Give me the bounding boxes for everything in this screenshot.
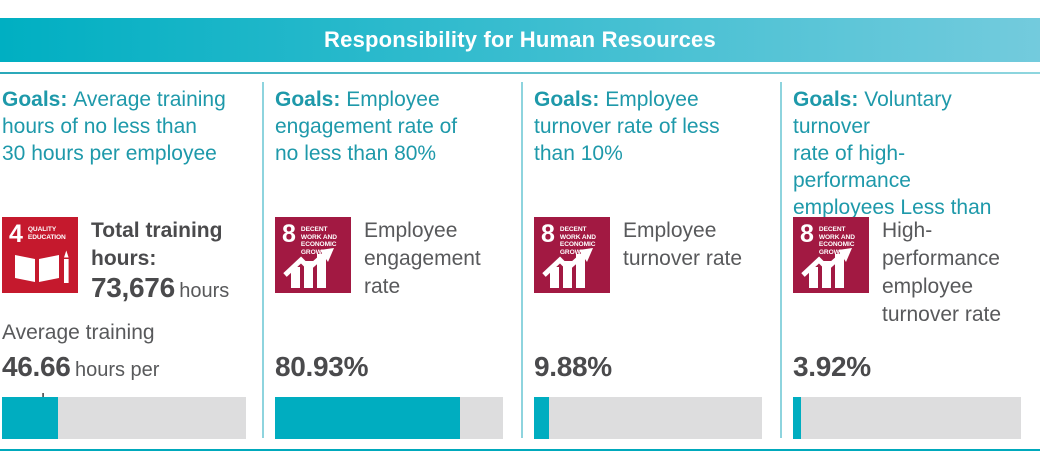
progress-fill bbox=[2, 397, 59, 439]
sdg-number: 8 bbox=[800, 220, 814, 248]
open-book-pencil-icon bbox=[15, 250, 69, 283]
metric-row: 8 DECENT WORK AND ECONOMIC GROWTH High-p… bbox=[793, 217, 1021, 326]
kpi-column-high-performance-turnover: Goals: Voluntary turnover rate of high-pe… bbox=[781, 74, 1040, 439]
metric-caption: Employee engagement rate bbox=[364, 217, 481, 298]
column-divider bbox=[521, 82, 523, 438]
goals-label: Goals: bbox=[534, 88, 600, 111]
metric-line: 73,676 hours bbox=[91, 274, 229, 305]
growth-chart-arrow-icon bbox=[801, 248, 852, 288]
goals-label: Goals: bbox=[275, 88, 341, 111]
section-header: Responsibility for Human Resources bbox=[0, 18, 1040, 62]
kpi-value-line: 9.88% bbox=[534, 352, 762, 382]
sdg-number: 8 bbox=[541, 220, 555, 248]
sdg-icon-header: 8 DECENT WORK AND ECONOMIC GROWTH bbox=[275, 217, 351, 256]
goals-statement: Goals: Voluntary turnover rate of high-pe… bbox=[793, 86, 1021, 246]
kpi-value: 80.93% bbox=[275, 351, 369, 382]
secondary-row: Average training bbox=[2, 293, 246, 352]
progress-track bbox=[793, 397, 1021, 439]
sdg-icon-header: 4 QUALITY EDUCATION bbox=[2, 217, 78, 248]
metric-unit: hours bbox=[179, 280, 230, 302]
sdg-goal-label: QUALITY EDUCATION bbox=[27, 226, 66, 241]
progress-track bbox=[534, 397, 762, 439]
goals-text: Average training hours of no less than 3… bbox=[2, 88, 226, 165]
sdg-8-decent-work-icon: 8 DECENT WORK AND ECONOMIC GROWTH bbox=[534, 217, 610, 293]
goals-label: Goals: bbox=[793, 88, 859, 111]
metric-label: High-performance employee turnover rate bbox=[882, 219, 1002, 326]
growth-chart-arrow-icon bbox=[283, 248, 334, 288]
column-divider bbox=[780, 82, 782, 438]
goals-text: Employee engagement rate of no less than… bbox=[275, 88, 458, 165]
secondary-label: Average training bbox=[2, 321, 155, 344]
kpi-value: 9.88% bbox=[534, 351, 612, 382]
bottom-rule bbox=[0, 449, 1040, 451]
metric-label: Total training hours: bbox=[91, 219, 223, 270]
metric-row: 8 DECENT WORK AND ECONOMIC GROWTH Employ… bbox=[534, 217, 762, 293]
kpi-column-turnover-rate: Goals: Employee turnover rate of less tha… bbox=[522, 74, 781, 439]
kpi-column-training-hours: Goals: Average training hours of no less … bbox=[0, 74, 263, 439]
sdg-8-decent-work-icon: 8 DECENT WORK AND ECONOMIC GROWTH bbox=[275, 217, 351, 293]
goals-statement: Goals: Average training hours of no less … bbox=[2, 86, 246, 217]
goals-statement: Goals: Employee engagement rate of no les… bbox=[275, 86, 503, 217]
metric-value: 73,676 bbox=[91, 272, 175, 303]
metric-caption: Employee turnover rate bbox=[623, 217, 742, 293]
growth-chart-arrow-icon bbox=[542, 248, 593, 288]
kpi-value-line: 3.92% bbox=[793, 352, 1021, 382]
metric-label: Employee engagement rate bbox=[364, 219, 481, 298]
goals-statement: Goals: Employee turnover rate of less tha… bbox=[534, 86, 762, 217]
goals-label: Goals: bbox=[2, 88, 68, 111]
progress-fill bbox=[793, 397, 802, 439]
progress-fill bbox=[534, 397, 550, 439]
kpi-grid: Goals: Average training hours of no less … bbox=[0, 74, 1040, 439]
secondary-row bbox=[534, 293, 762, 352]
metric-row: 4 QUALITY EDUCATION Total training hours… bbox=[2, 217, 246, 302]
progress-fill bbox=[275, 397, 460, 439]
sdg-8-decent-work-icon: 8 DECENT WORK AND ECONOMIC GROWTH bbox=[793, 217, 869, 293]
kpi-value: 3.92% bbox=[793, 351, 871, 382]
kpi-value: 46.66 bbox=[2, 351, 71, 382]
sdg-icon-header: 8 DECENT WORK AND ECONOMIC GROWTH bbox=[793, 217, 869, 256]
sdg-4-quality-education-icon: 4 QUALITY EDUCATION bbox=[2, 217, 78, 293]
metric-caption: High-performance employee turnover rate bbox=[882, 217, 1021, 326]
sdg-number: 8 bbox=[282, 220, 296, 248]
goals-text: Employee turnover rate of less than 10% bbox=[534, 88, 720, 165]
sdg-goal-label: DECENT WORK AND ECONOMIC GROWTH bbox=[559, 226, 596, 256]
column-divider bbox=[262, 82, 264, 438]
sdg-number: 4 bbox=[9, 220, 23, 248]
metric-caption: Total training hours: 73,676 hours bbox=[91, 217, 229, 302]
sdg-goal-label: DECENT WORK AND ECONOMIC GROWTH bbox=[818, 226, 855, 256]
sdg-goal-label: DECENT WORK AND ECONOMIC GROWTH bbox=[300, 226, 337, 256]
secondary-row bbox=[275, 293, 503, 352]
kpi-value-line: 80.93% bbox=[275, 352, 503, 382]
metric-label: Employee turnover rate bbox=[623, 219, 743, 270]
section-title: Responsibility for Human Resources bbox=[324, 27, 716, 52]
progress-track bbox=[275, 397, 503, 439]
kpi-column-engagement-rate: Goals: Employee engagement rate of no les… bbox=[263, 74, 522, 439]
sdg-icon-header: 8 DECENT WORK AND ECONOMIC GROWTH bbox=[534, 217, 610, 256]
progress-track bbox=[2, 397, 246, 439]
header-separator bbox=[0, 72, 1040, 74]
metric-row: 8 DECENT WORK AND ECONOMIC GROWTH Employ… bbox=[275, 217, 503, 298]
